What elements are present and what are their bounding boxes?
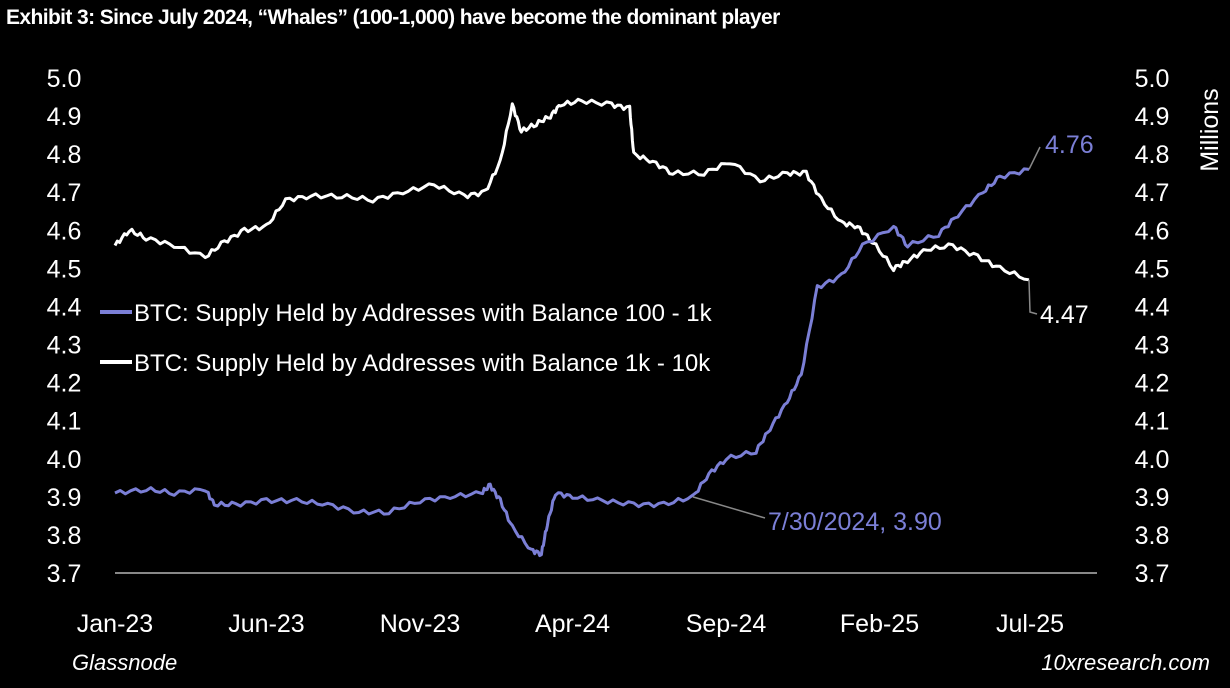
y-tick-left: 5.0 xyxy=(47,65,82,93)
y-tick-left: 4.1 xyxy=(47,408,82,436)
y-tick-right: 4.0 xyxy=(1135,446,1170,474)
source-right: 10xresearch.com xyxy=(1041,650,1210,675)
source-left: Glassnode xyxy=(72,650,177,675)
x-tick: Nov-23 xyxy=(380,610,461,638)
y-tick-right: 4.3 xyxy=(1135,332,1170,360)
y-tick-right: 4.6 xyxy=(1135,217,1170,245)
y-tick-right: 3.8 xyxy=(1135,522,1170,550)
annotation-label: 4.76 xyxy=(1045,131,1094,159)
y-tick-left: 4.5 xyxy=(47,255,82,283)
y-tick-left: 4.4 xyxy=(47,293,82,321)
x-tick: Apr-24 xyxy=(535,610,610,638)
annotation-leader xyxy=(1028,146,1041,170)
y-tick-left: 4.3 xyxy=(47,332,82,360)
annotation-leader xyxy=(1028,279,1038,315)
series-line xyxy=(113,97,1030,282)
y-tick-left: 3.8 xyxy=(47,522,82,550)
y-tick-left: 4.9 xyxy=(47,103,82,131)
annotation-label: 7/30/2024, 3.90 xyxy=(768,508,942,536)
chart-title: Exhibit 3: Since July 2024, “Whales” (10… xyxy=(6,6,780,29)
y-tick-right: 3.7 xyxy=(1135,560,1170,588)
y-tick-left: 3.9 xyxy=(47,484,82,512)
y-tick-right: 4.1 xyxy=(1135,408,1170,436)
y-tick-left: 4.0 xyxy=(47,446,82,474)
annotation-leader xyxy=(692,496,766,519)
annotation-label: 4.47 xyxy=(1040,301,1089,329)
y-tick-left: 4.7 xyxy=(47,179,82,207)
x-tick: Sep-24 xyxy=(686,610,767,638)
y-tick-right: 3.9 xyxy=(1135,484,1170,512)
x-tick: Jun-23 xyxy=(228,610,304,638)
legend-label: BTC: Supply Held by Addresses with Balan… xyxy=(134,350,711,377)
y-tick-right: 4.2 xyxy=(1135,370,1170,398)
y-tick-right: 4.9 xyxy=(1135,103,1170,131)
x-tick: Feb-25 xyxy=(840,610,919,638)
y-tick-right: 4.4 xyxy=(1135,293,1170,321)
y-tick-right: 5.0 xyxy=(1135,65,1170,93)
y-tick-right: 4.8 xyxy=(1135,141,1170,169)
x-tick: Jul-25 xyxy=(996,610,1064,638)
y-tick-left: 3.7 xyxy=(47,560,82,588)
y-axis-label-right: Millions xyxy=(1196,88,1224,171)
legend-label: BTC: Supply Held by Addresses with Balan… xyxy=(134,300,713,327)
y-tick-left: 4.2 xyxy=(47,370,82,398)
y-tick-left: 4.8 xyxy=(47,141,82,169)
y-tick-left: 4.6 xyxy=(47,217,82,245)
x-tick: Jan-23 xyxy=(77,610,153,638)
y-tick-right: 4.7 xyxy=(1135,179,1170,207)
y-tick-right: 4.5 xyxy=(1135,255,1170,283)
series-line xyxy=(114,167,1030,558)
